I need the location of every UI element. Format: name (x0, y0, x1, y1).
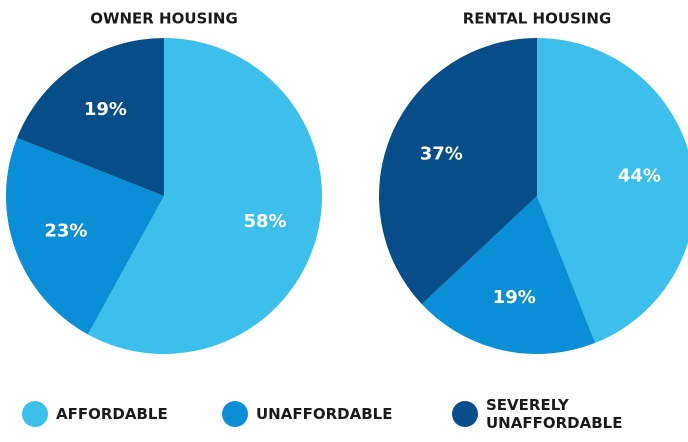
value-label: 37% (420, 144, 463, 165)
legend-label: SEVERELY UNAFFORDABLE (486, 396, 623, 432)
legend-swatch (222, 401, 248, 427)
value-label: 23% (44, 220, 87, 241)
legend-swatch (452, 401, 478, 427)
legend-label: UNAFFORDABLE (256, 405, 393, 423)
pie-slice (87, 38, 322, 354)
legend-swatch (22, 401, 48, 427)
value-label: 19% (493, 287, 536, 308)
legend: AFFORDABLE UNAFFORDABLE SEVERELY UNAFFORDA… (0, 388, 688, 438)
legend-label: AFFORDABLE (56, 405, 168, 423)
pie-slice (537, 38, 688, 343)
pie-slice (17, 38, 164, 196)
value-label: 19% (84, 99, 127, 120)
pie-slice (379, 37, 537, 305)
chart-title: RENTAL HOUSING (463, 10, 612, 28)
legend-item: UNAFFORDABLE (222, 394, 392, 434)
chart-title: OWNER HOUSING (90, 10, 238, 28)
value-label: 44% (618, 165, 661, 186)
legend-item: AFFORDABLE (22, 394, 168, 434)
pie-slice (421, 196, 596, 354)
legend-item: SEVERELY UNAFFORDABLE (452, 394, 623, 434)
pie-slice (6, 137, 165, 335)
charts: OWNER HOUSING 58% 23% 19% RENTAL HOUSING 44% 1… (6, 10, 688, 354)
value-label: 58% (243, 211, 286, 232)
